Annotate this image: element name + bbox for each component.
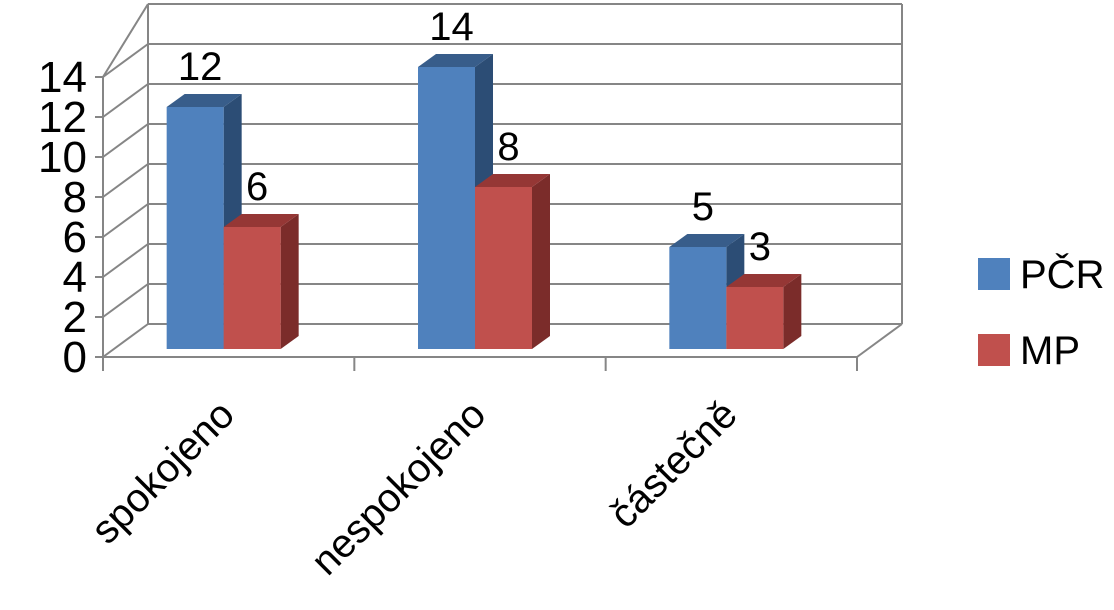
y-tick-label: 14 bbox=[38, 53, 87, 102]
gridline-diagonal bbox=[102, 43, 149, 78]
gridline-diagonal bbox=[102, 83, 149, 118]
gridline-diagonal bbox=[102, 123, 149, 158]
data-label: 12 bbox=[178, 45, 223, 89]
y-tick-label: 8 bbox=[63, 173, 87, 222]
y-tick-label: 6 bbox=[63, 213, 87, 262]
bar-top bbox=[669, 234, 745, 247]
gridline-diagonal-top bbox=[102, 3, 149, 78]
bar-mp-0 bbox=[223, 214, 299, 349]
bar-top bbox=[475, 174, 550, 187]
y-tick-label: 4 bbox=[63, 253, 87, 302]
gridline-diagonal bbox=[102, 243, 149, 278]
bar-mp-1 bbox=[475, 174, 550, 349]
x-category-label: spokojeno bbox=[83, 392, 243, 552]
x-category-label: částečně bbox=[601, 392, 745, 536]
legend-swatch bbox=[978, 258, 1010, 290]
data-label: 14 bbox=[429, 5, 474, 49]
bar-side bbox=[280, 214, 299, 349]
data-label: 3 bbox=[749, 225, 771, 269]
gridline-diagonal bbox=[102, 283, 149, 318]
y-tick-label: 10 bbox=[38, 133, 87, 182]
y-tick-label: 12 bbox=[38, 93, 87, 142]
bar-front bbox=[475, 187, 532, 349]
data-label: 5 bbox=[692, 185, 714, 229]
bar-side bbox=[783, 274, 802, 349]
legend-label: PČR bbox=[1020, 252, 1104, 297]
bar-front bbox=[726, 287, 784, 349]
bar-front bbox=[418, 67, 475, 349]
y-tick-label: 0 bbox=[63, 333, 87, 382]
bar-side bbox=[532, 174, 550, 349]
gridline-diagonal bbox=[102, 163, 149, 198]
data-label: 8 bbox=[497, 125, 519, 169]
legend-label: MP bbox=[1020, 329, 1080, 373]
bar-front bbox=[669, 247, 727, 349]
data-label: 6 bbox=[246, 165, 268, 209]
bar-front bbox=[166, 107, 224, 349]
legend-swatch bbox=[978, 334, 1010, 366]
floor-left-edge bbox=[102, 323, 149, 358]
bar-mp-2 bbox=[726, 274, 802, 349]
bar-top bbox=[418, 54, 493, 67]
x-category-label: nespokojeno bbox=[303, 392, 495, 584]
legend: PČR MP bbox=[978, 252, 1104, 373]
bars-layer bbox=[166, 54, 802, 349]
bar-top bbox=[166, 94, 242, 107]
bar-top bbox=[223, 214, 299, 227]
y-tick-label: 2 bbox=[63, 293, 87, 342]
bar-top bbox=[726, 274, 802, 287]
gridline-diagonal bbox=[102, 203, 149, 238]
floor-right-edge bbox=[856, 323, 903, 358]
bar-front bbox=[223, 227, 281, 349]
